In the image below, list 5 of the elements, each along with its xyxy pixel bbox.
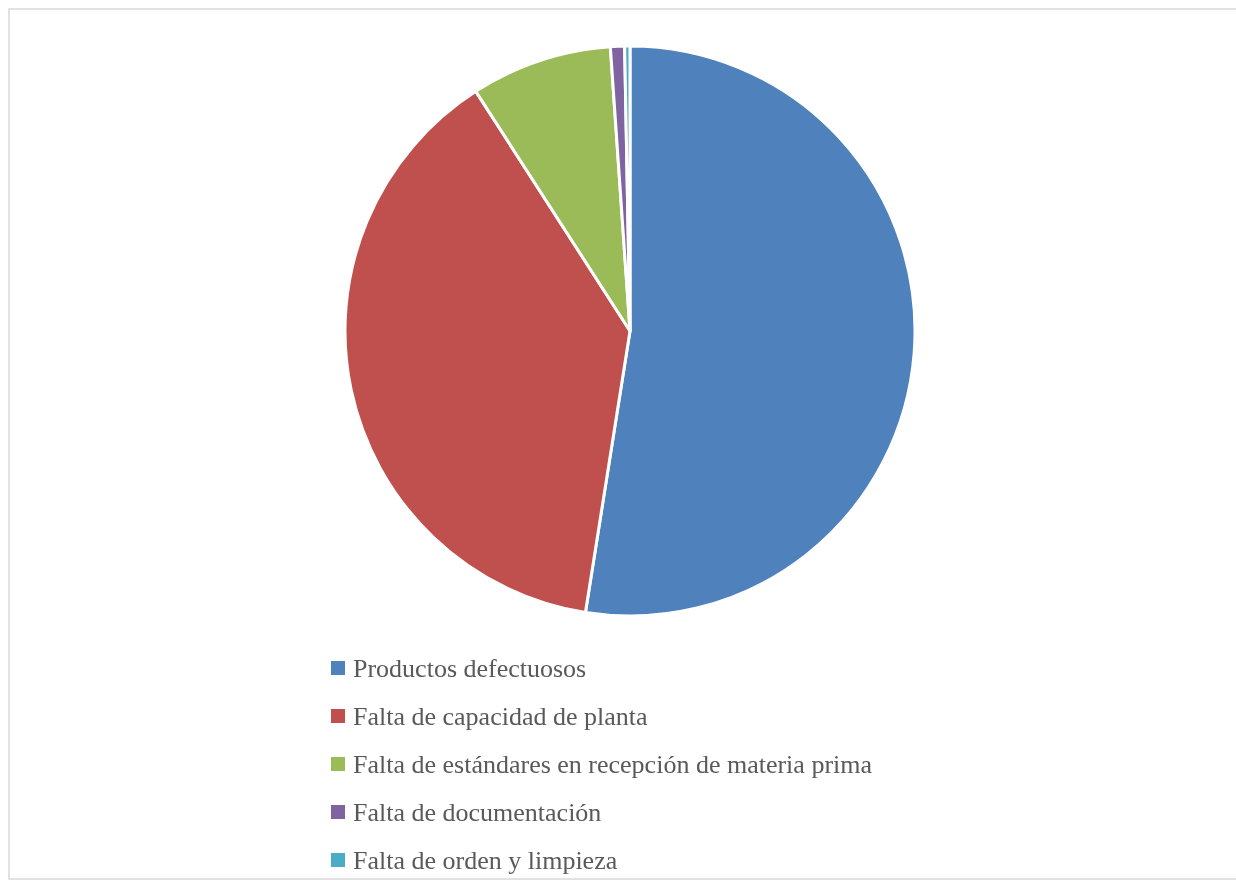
legend-label: Falta de capacidad de planta <box>353 702 648 732</box>
legend-label: Falta de documentación <box>353 798 602 828</box>
legend-label: Falta de orden y limpieza <box>353 846 618 876</box>
legend-label: Falta de estándares en recepción de materia prima <box>353 750 873 780</box>
legend-label: Productos defectuosos <box>353 654 587 684</box>
